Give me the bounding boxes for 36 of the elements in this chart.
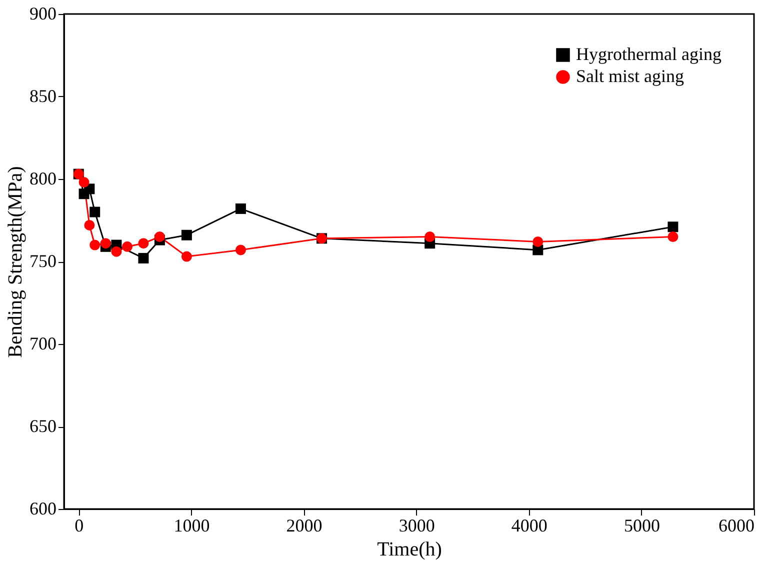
point: [84, 220, 95, 230]
x-tick-label: 2000: [286, 516, 322, 536]
point: [138, 238, 149, 249]
point: [424, 232, 436, 242]
x-tick-label: 4000: [511, 516, 548, 536]
point: [122, 241, 133, 252]
point: [668, 222, 678, 232]
point: [111, 246, 122, 257]
y-tick-label: 800: [30, 168, 56, 188]
legend-label: Salt mist aging: [576, 66, 684, 86]
point: [668, 232, 678, 242]
y-tick-label: 700: [30, 334, 56, 354]
y-tick-label: 750: [30, 251, 56, 271]
y-tick-label: 850: [30, 86, 56, 106]
point: [235, 244, 246, 256]
y-tick-label: 900: [30, 4, 56, 24]
x-axis-title: Time(h): [377, 538, 442, 560]
point: [138, 252, 149, 264]
point: [100, 238, 111, 249]
point: [532, 236, 544, 247]
point: [181, 230, 192, 240]
x-tick-label: 6000: [718, 516, 754, 536]
y-tick-label: 600: [30, 498, 56, 518]
x-tick-label: 5000: [624, 516, 660, 536]
legend-label: Hygrothermal aging: [576, 44, 722, 64]
y-axis-title: Bending Strength(MPa): [4, 166, 26, 358]
point: [235, 203, 246, 214]
point: [78, 177, 90, 188]
point: [154, 232, 165, 242]
y-tick-label: 650: [30, 416, 56, 436]
point: [90, 206, 100, 218]
x-tick-label: 0: [74, 516, 84, 536]
point: [90, 240, 100, 250]
x-tick-label: 1000: [174, 516, 210, 536]
x-tick-label: 3000: [398, 516, 435, 536]
point: [181, 251, 192, 262]
